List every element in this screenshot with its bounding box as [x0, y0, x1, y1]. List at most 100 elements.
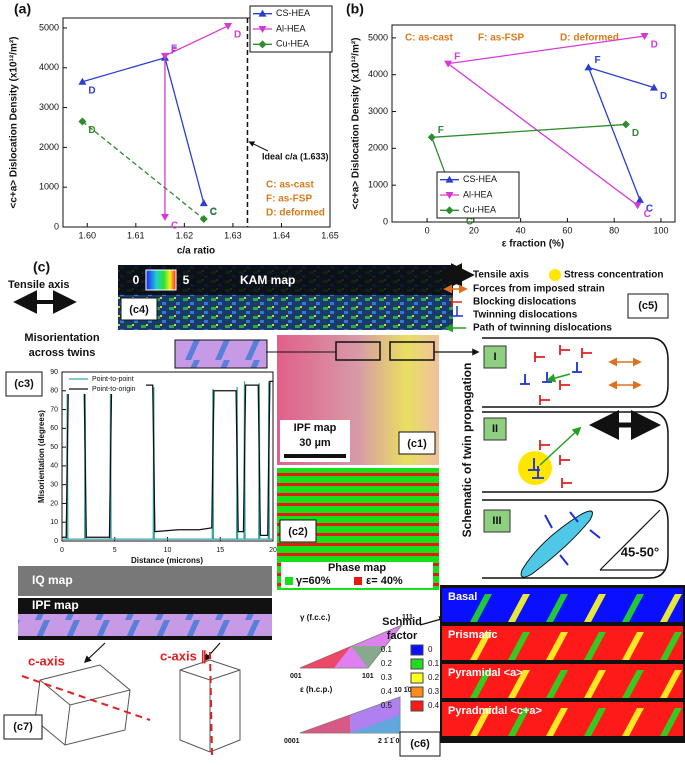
map-label: Phase map	[328, 562, 386, 574]
schmid-band	[584, 632, 606, 660]
legend-to: 0.5	[381, 701, 393, 710]
annotation: D: deformed	[266, 208, 325, 219]
x-tick-label: 1.65	[321, 230, 339, 240]
stage-box	[483, 417, 507, 441]
map-label: IQ map	[32, 573, 73, 587]
legend-label: Al-HEA	[463, 189, 493, 199]
y-tick-label: 0	[383, 216, 388, 226]
schmid-band	[508, 708, 530, 736]
legend-marker	[258, 9, 267, 17]
arrow	[204, 642, 221, 662]
stage-label: II	[492, 423, 498, 435]
icon	[549, 269, 561, 281]
blocking-dislocations	[534, 345, 592, 405]
legend-text: γ=60%	[296, 575, 331, 587]
map-label: Basal	[448, 591, 477, 603]
point-label: D	[88, 85, 95, 96]
map-label: Pyramidal <a>	[448, 667, 523, 679]
legend-from: 0.3	[428, 687, 440, 696]
schmid-band	[470, 708, 492, 736]
legend-label: Point-to-point	[92, 376, 134, 383]
legend-text: Twinning dislocations	[473, 310, 578, 321]
panel-label: (c)	[33, 259, 50, 275]
legend-label: CS-HEA	[276, 8, 310, 18]
data-point	[160, 214, 169, 222]
label: Misorientation	[24, 332, 99, 344]
schmid-band	[584, 708, 606, 736]
key-corner: 101	[362, 673, 374, 680]
panel-label: (c4)	[129, 304, 149, 316]
x-tick-label: 60	[562, 225, 572, 235]
stage-label: I	[493, 351, 496, 363]
panel-box	[3, 714, 43, 740]
y-tick-label: 40	[50, 463, 58, 470]
y-tick-label: 3000	[39, 102, 59, 112]
legend-to: 0.4	[381, 687, 393, 696]
legend-marker	[445, 192, 454, 199]
scale-label: 30 µm	[299, 437, 331, 449]
legend-marker	[445, 175, 454, 183]
point-label: F	[438, 125, 444, 136]
point-label: C	[210, 207, 217, 218]
y-axis-label: <c+a> Dislocation Density (x10¹²/m²)	[351, 37, 362, 209]
map-label: Prismatic	[448, 629, 498, 641]
x-tick-label: 100	[653, 225, 668, 235]
y-tick-label: 4000	[368, 69, 388, 79]
panel-label: (b)	[346, 1, 364, 17]
series-line	[62, 380, 273, 538]
panel-label: (c5)	[638, 300, 658, 312]
schmid-band	[660, 594, 682, 622]
y-tick-label: 2000	[368, 143, 388, 153]
point-label: C	[644, 209, 651, 220]
key-title: γ (f.c.c.)	[300, 613, 331, 622]
swatch	[410, 658, 424, 670]
y-tick-label: 5000	[368, 32, 388, 42]
data-point	[199, 215, 208, 224]
schmid-band	[508, 594, 530, 622]
data-point	[199, 199, 208, 207]
key-corner: 10 1̄0	[394, 686, 412, 694]
twinning-dislocations	[520, 362, 582, 385]
panel-box	[120, 297, 158, 321]
y-tick-label: 3000	[368, 106, 388, 116]
panel-label: (c2)	[288, 526, 308, 538]
plot-area	[61, 371, 274, 542]
arrow	[83, 642, 106, 663]
icon	[451, 306, 463, 317]
y-tick-label: 60	[50, 425, 58, 432]
legend-to: 0.3	[381, 673, 393, 682]
schmid-band	[546, 708, 568, 736]
x-tick-label: 0	[425, 225, 430, 235]
annotation: C: as-cast	[405, 33, 453, 44]
schmid-band	[660, 670, 682, 698]
iq-map-overlay	[18, 566, 272, 596]
legend-from: 0.4	[428, 701, 440, 710]
y-tick-label: 20	[50, 500, 58, 507]
panel-label: (a)	[14, 1, 31, 17]
twin-strip	[174, 339, 268, 369]
y-tick-label: 0	[54, 221, 59, 231]
panel-label: (c6)	[410, 738, 430, 750]
schmid-band	[470, 632, 492, 660]
icon	[451, 297, 462, 307]
x-tick-label: 15	[216, 547, 224, 554]
schmid-band	[508, 670, 530, 698]
x-tick-label: 1.64	[273, 230, 291, 240]
label: across twins	[29, 347, 96, 359]
point-label: D	[632, 128, 639, 139]
x-tick-label: 1.63	[224, 230, 242, 240]
schmid-band	[622, 594, 644, 622]
point-label: C	[466, 216, 473, 227]
data-point	[160, 52, 169, 60]
legend-from: 0.2	[428, 673, 440, 682]
annotation: D: deformed	[560, 33, 619, 44]
schmid-band	[546, 632, 568, 660]
x-tick-label: 10	[164, 547, 172, 554]
x-axis-label: c/a ratio	[177, 246, 215, 257]
panel-label: (c7)	[13, 721, 33, 733]
point-label: F	[454, 51, 460, 62]
y-tick-label: 1000	[368, 180, 388, 190]
legend-label: Cu-HEA	[463, 205, 496, 215]
label: Schmid	[382, 616, 422, 628]
data-point	[78, 77, 87, 85]
